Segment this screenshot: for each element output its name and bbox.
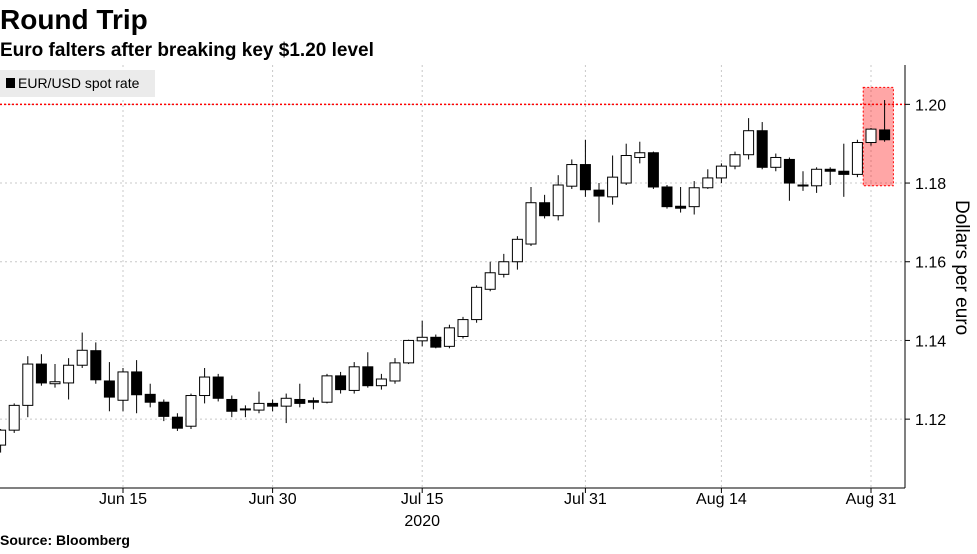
candle-body: [307, 400, 319, 403]
candle-body: [879, 129, 891, 141]
candle-body: [702, 177, 714, 189]
candle-body: [131, 371, 143, 396]
candle-body: [838, 170, 850, 175]
candle-body: [117, 371, 129, 401]
candle-body: [348, 366, 360, 391]
y-tick-label: 1.18: [915, 176, 946, 193]
candle-body: [457, 319, 469, 338]
chart-title: Round Trip: [0, 4, 148, 35]
candle-body: [212, 376, 224, 399]
y-tick-label: 1.12: [915, 412, 946, 429]
candle-body: [22, 363, 34, 406]
candle-body: [743, 130, 755, 156]
candle-body: [389, 362, 401, 382]
legend-swatch: [6, 78, 15, 88]
y-axis-label: Dollars per euro: [951, 200, 972, 335]
candle-body: [321, 375, 333, 403]
candle-body: [471, 286, 483, 321]
candle-body: [239, 408, 251, 411]
y-tick-label: 1.20: [915, 97, 946, 114]
legend-label: EUR/USD spot rate: [18, 75, 140, 91]
candle-body: [403, 339, 415, 364]
candle-body: [797, 184, 809, 187]
candle-body: [824, 168, 836, 172]
candle-body: [688, 187, 700, 208]
candle-body: [430, 336, 442, 348]
candle-body: [484, 272, 496, 290]
candle-body: [539, 202, 551, 217]
candle-body: [0, 429, 7, 446]
x-tick-label: Jul 15: [401, 491, 444, 508]
candle-body: [63, 364, 75, 384]
candle-body: [185, 395, 197, 427]
candle-body: [8, 404, 20, 431]
candle-body: [811, 168, 823, 187]
candle-body: [770, 156, 782, 168]
candle-body: [647, 152, 659, 188]
legend-box: [0, 70, 155, 97]
candle-body: [267, 402, 279, 407]
candle-body: [443, 327, 455, 347]
candle-body: [525, 202, 537, 245]
candle-body: [851, 142, 863, 175]
candle-body: [35, 363, 47, 384]
candle-body: [715, 165, 727, 179]
candle-body: [552, 184, 564, 217]
x-axis-label: 2020: [404, 513, 440, 530]
candle-body: [675, 205, 687, 209]
candle-body: [144, 393, 156, 403]
candle-body: [294, 398, 306, 404]
candle-body: [865, 128, 877, 144]
candle-body: [783, 158, 795, 184]
candle-body: [90, 350, 102, 381]
x-tick-label: Jul 31: [564, 491, 607, 508]
candle-body: [498, 261, 510, 275]
candle-body: [593, 189, 605, 197]
candle-body: [607, 176, 619, 198]
candle-body: [171, 416, 183, 429]
chart-subtitle: Euro falters after breaking key $1.20 le…: [0, 40, 374, 61]
candle-body: [280, 397, 292, 407]
candle-body: [199, 376, 211, 397]
candle-body: [335, 375, 347, 391]
x-tick-label: Aug 31: [846, 491, 897, 508]
candle-body: [416, 336, 428, 342]
candle-body: [634, 152, 646, 158]
candle-body: [375, 378, 387, 387]
candle-body: [76, 349, 88, 366]
candle-body: [511, 238, 523, 263]
candle-body: [226, 398, 238, 412]
y-tick-label: 1.16: [915, 255, 946, 272]
candle-body: [158, 401, 170, 417]
candle-body: [729, 154, 741, 167]
candle-body: [756, 130, 768, 168]
candle-body: [579, 164, 591, 191]
candle-body: [620, 155, 632, 184]
x-tick-label: Jun 30: [249, 491, 297, 508]
candle-body: [103, 380, 115, 398]
candle-body: [362, 366, 374, 387]
candle-body: [661, 186, 673, 208]
candle-body: [253, 402, 265, 411]
y-tick-label: 1.14: [915, 333, 946, 350]
x-tick-label: Aug 14: [696, 491, 747, 508]
source: Source: Bloomberg: [0, 532, 130, 548]
x-tick-label: Jun 15: [99, 491, 147, 508]
candle-body: [49, 381, 61, 385]
candle-body: [566, 164, 578, 187]
